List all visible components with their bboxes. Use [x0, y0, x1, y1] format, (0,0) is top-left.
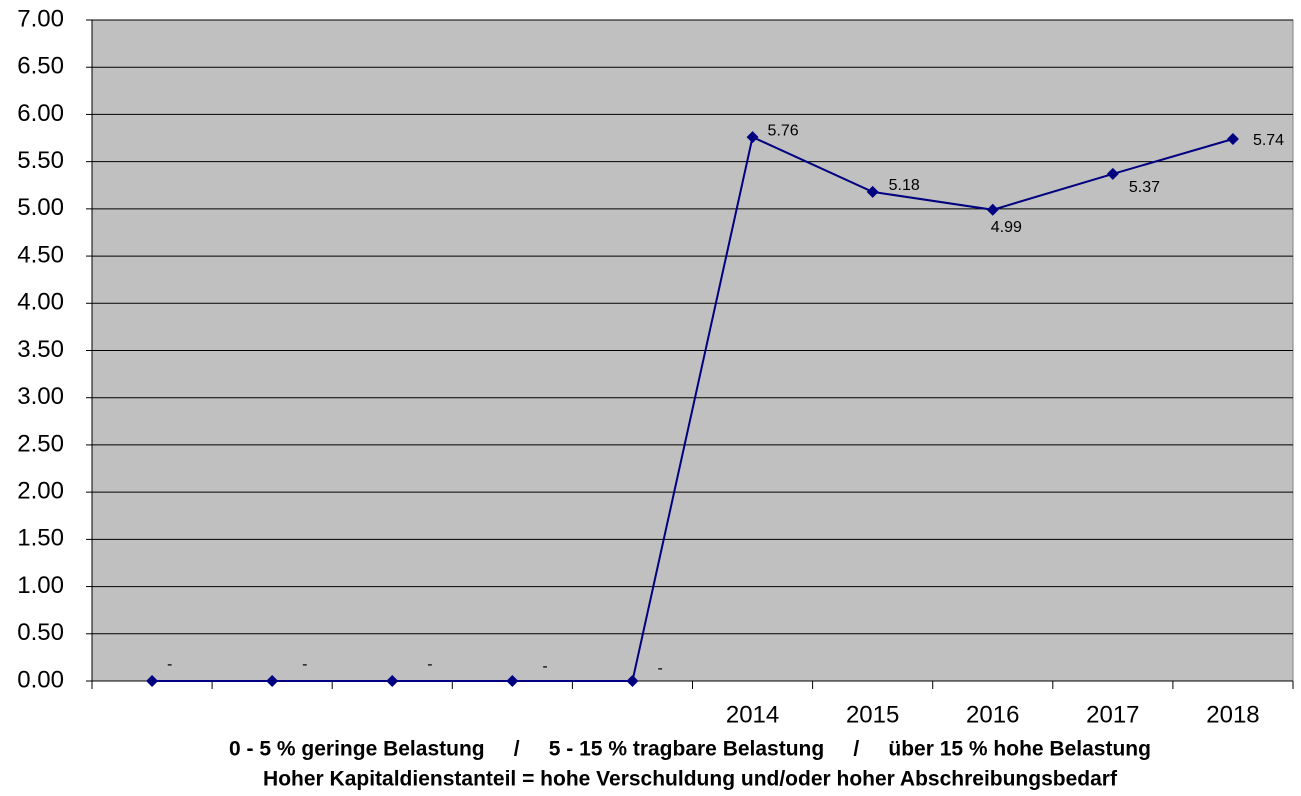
data-point	[266, 675, 279, 687]
data-point	[986, 203, 999, 216]
data-label: -	[657, 660, 662, 677]
y-tick-label: 5.50	[17, 147, 64, 174]
x-axis-title: 0 - 5 % geringe Belastung / 5 - 15 % tra…	[229, 738, 1151, 761]
data-point	[386, 675, 399, 687]
y-tick-label: 4.00	[17, 289, 64, 316]
y-tick-label: 2.50	[17, 430, 64, 457]
data-point	[866, 185, 879, 198]
x-tick-label: 2017	[1086, 701, 1139, 728]
y-tick-label: 3.00	[17, 383, 64, 410]
data-point	[146, 675, 159, 687]
data-label: -	[427, 656, 432, 673]
y-tick-label: 2.00	[17, 477, 64, 504]
data-point	[746, 131, 759, 144]
y-tick-label: 3.50	[17, 336, 64, 363]
y-tick-label: 7.00	[17, 5, 64, 32]
data-label: -	[542, 658, 547, 675]
y-tick-label: 6.00	[17, 100, 64, 127]
y-tick-label: 4.50	[17, 241, 64, 268]
y-tick-label: 1.00	[17, 572, 64, 599]
data-label: 5.37	[1129, 179, 1160, 196]
x-tick-label: 2018	[1206, 701, 1259, 728]
y-tick-label: 0.50	[17, 619, 64, 646]
y-tick-label: 0.00	[17, 666, 64, 693]
y-tick-label: 6.50	[17, 53, 64, 80]
y-tick-label: 1.50	[17, 525, 64, 552]
data-point	[1106, 167, 1119, 180]
data-label: -	[167, 656, 172, 673]
x-tick-label: 2014	[726, 701, 779, 728]
x-tick-label: 2015	[846, 701, 899, 728]
data-label: 5.74	[1253, 132, 1284, 149]
data-line	[152, 135, 1234, 682]
data-point	[1226, 132, 1239, 145]
data-point	[626, 675, 639, 687]
y-tick-label: 5.00	[17, 194, 64, 221]
data-label: -	[302, 656, 307, 673]
data-label: 5.76	[768, 122, 799, 139]
data-label: 5.18	[889, 177, 920, 194]
data-label: 4.99	[991, 219, 1022, 236]
annotation: Hoher Kapitaldienstanteil = hohe Verschu…	[263, 768, 1118, 791]
data-point	[506, 675, 519, 687]
x-tick-label: 2016	[966, 701, 1019, 728]
